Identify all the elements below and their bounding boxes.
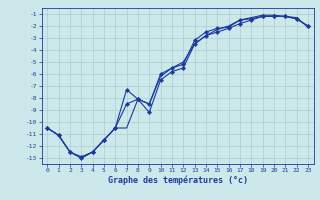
X-axis label: Graphe des températures (°c): Graphe des températures (°c) <box>108 176 248 185</box>
